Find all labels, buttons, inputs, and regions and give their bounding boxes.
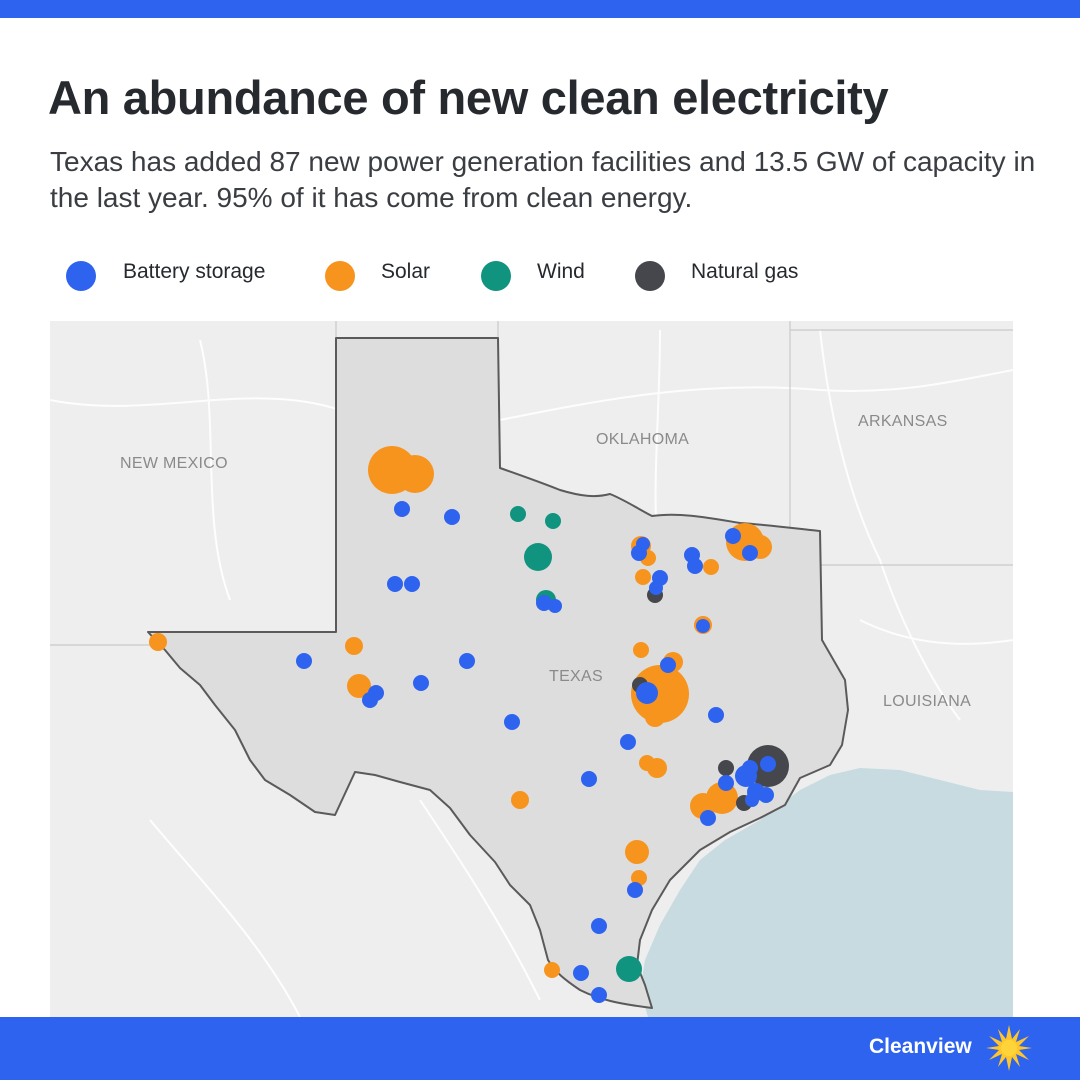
page-subtitle: Texas has added 87 new power generation … (50, 146, 1036, 213)
wind-marker[interactable] (510, 506, 526, 522)
wind-marker[interactable] (524, 543, 552, 571)
solar-marker[interactable] (625, 840, 649, 864)
label-arkansas: ARKANSAS (858, 413, 948, 430)
sun-burst-icon (985, 1024, 1033, 1077)
battery-storage-marker[interactable] (649, 581, 663, 595)
solar-marker[interactable] (703, 559, 719, 575)
footer-bar: Cleanview (0, 1017, 1080, 1080)
wind-facilities (510, 506, 642, 982)
road-line (149, 819, 301, 1017)
solar-marker[interactable] (149, 633, 167, 651)
texas-map[interactable]: NEW MEXICO OKLAHOMA ARKANSAS TEXAS LOUIS… (50, 321, 1013, 1017)
battery-storage-marker[interactable] (687, 558, 703, 574)
battery-storage-marker[interactable] (459, 653, 475, 669)
road-line (819, 329, 961, 721)
natural-gas-dot-icon (635, 261, 665, 291)
battery-storage-marker[interactable] (404, 576, 420, 592)
solar-marker[interactable] (345, 637, 363, 655)
texas-state-shape (147, 337, 849, 1009)
battery-storage-marker[interactable] (591, 918, 607, 934)
solar-marker[interactable] (396, 455, 434, 493)
solar-marker[interactable] (635, 569, 651, 585)
wind-marker[interactable] (616, 956, 642, 982)
brand-name[interactable]: Cleanview (869, 1035, 972, 1058)
solar-marker[interactable] (706, 782, 738, 814)
battery-storage-marker[interactable] (620, 734, 636, 750)
battery-storage-marker[interactable] (394, 501, 410, 517)
battery-storage-marker[interactable] (760, 756, 776, 772)
wind-dot-icon (481, 261, 511, 291)
road-line (859, 619, 1013, 645)
state-borders (50, 321, 1013, 646)
gulf-of-mexico (640, 768, 1013, 1017)
battery-storage-marker[interactable] (581, 771, 597, 787)
legend-label: Natural gas (691, 260, 799, 283)
solar-marker[interactable] (347, 674, 371, 698)
top-accent-bar (0, 0, 1080, 18)
label-oklahoma: OKLAHOMA (596, 431, 689, 448)
battery-storage-marker[interactable] (758, 787, 774, 803)
label-new-mexico: NEW MEXICO (120, 455, 228, 472)
legend-label: Wind (537, 260, 585, 283)
solar-marker[interactable] (544, 962, 560, 978)
legend-label: Battery storage (123, 260, 266, 283)
legend-label: Solar (381, 260, 431, 283)
battery-storage-marker[interactable] (296, 653, 312, 669)
battery-storage-marker[interactable] (444, 509, 460, 525)
battery-storage-marker[interactable] (708, 707, 724, 723)
battery-storage-marker[interactable] (387, 576, 403, 592)
page-title: An abundance of new clean electricity (48, 71, 889, 124)
battery-storage-marker[interactable] (696, 619, 710, 633)
road-line (419, 799, 541, 1001)
battery-storage-dot-icon (66, 261, 96, 291)
battery-storage-marker[interactable] (742, 545, 758, 561)
battery-storage-marker[interactable] (660, 657, 676, 673)
battery-storage-marker[interactable] (745, 793, 759, 807)
solar-dot-icon (325, 261, 355, 291)
battery-storage-marker[interactable] (627, 882, 643, 898)
battery-storage-marker[interactable] (636, 682, 658, 704)
battery-storage-marker[interactable] (573, 965, 589, 981)
road-line (50, 397, 341, 411)
battery-storage-marker[interactable] (742, 760, 758, 776)
battery-storage-marker[interactable] (725, 528, 741, 544)
map-canvas: NEW MEXICO OKLAHOMA ARKANSAS TEXAS LOUIS… (50, 321, 1013, 1017)
battery-storage-marker[interactable] (536, 595, 552, 611)
solar-marker[interactable] (633, 642, 649, 658)
road-line (199, 339, 231, 601)
battery-storage-marker[interactable] (548, 599, 562, 613)
label-texas: TEXAS (549, 668, 603, 685)
solar-marker[interactable] (645, 707, 665, 727)
solar-marker[interactable] (647, 758, 667, 778)
road-line (499, 369, 1013, 421)
wind-marker[interactable] (545, 513, 561, 529)
battery-storage-facilities (296, 501, 776, 1003)
natural-gas-marker[interactable] (718, 760, 734, 776)
battery-storage-marker[interactable] (413, 675, 429, 691)
battery-storage-marker[interactable] (718, 775, 734, 791)
battery-storage-marker[interactable] (591, 987, 607, 1003)
solar-marker[interactable] (511, 791, 529, 809)
battery-storage-marker[interactable] (700, 810, 716, 826)
battery-storage-marker[interactable] (504, 714, 520, 730)
battery-storage-marker[interactable] (636, 537, 650, 551)
label-louisiana: LOUISIANA (883, 693, 971, 710)
battery-storage-marker[interactable] (362, 692, 378, 708)
